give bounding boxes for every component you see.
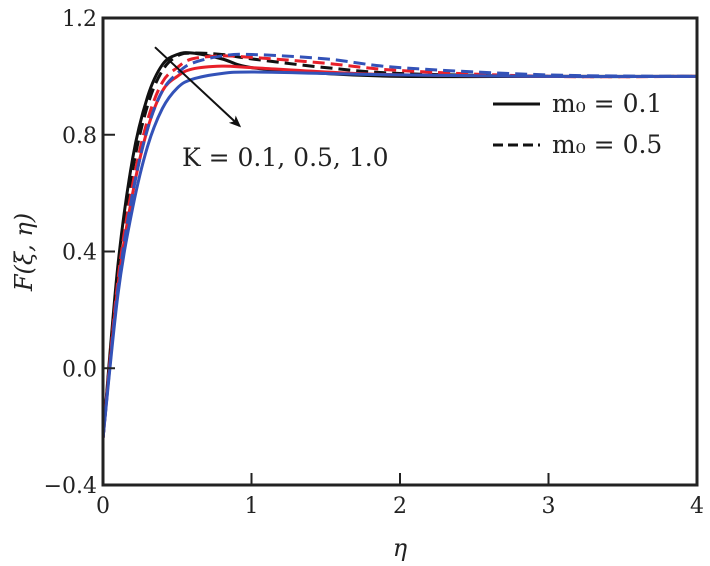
- series-line-5: [101, 52, 698, 439]
- x-tick-label: 0: [96, 494, 110, 519]
- x-tick-label: 2: [393, 494, 407, 519]
- y-tick-label: 0.4: [62, 241, 97, 266]
- x-axis-label: η: [393, 534, 408, 562]
- series-line-4: [101, 70, 698, 439]
- y-axis-label: F(ξ, η): [10, 213, 38, 292]
- legend: m₀ = 0.1 m₀ = 0.5: [493, 89, 662, 159]
- y-tick-label: 0.0: [62, 357, 97, 382]
- legend-label-dashed: m₀ = 0.5: [552, 130, 662, 159]
- legend-label-solid: m₀ = 0.1: [552, 89, 662, 118]
- series-line-3: [101, 54, 698, 439]
- x-tick-label: 4: [690, 494, 704, 519]
- x-tick-label: 3: [542, 494, 556, 519]
- x-tick-label: 1: [245, 494, 259, 519]
- y-tick-label: 1.2: [62, 7, 97, 32]
- y-tick-label: −0.4: [44, 474, 97, 499]
- annotation-arrow: [154, 46, 242, 128]
- series-line-2: [101, 64, 698, 439]
- annotation-text: K = 0.1, 0.5, 1.0: [182, 143, 389, 172]
- y-tick-label: 0.8: [62, 124, 97, 149]
